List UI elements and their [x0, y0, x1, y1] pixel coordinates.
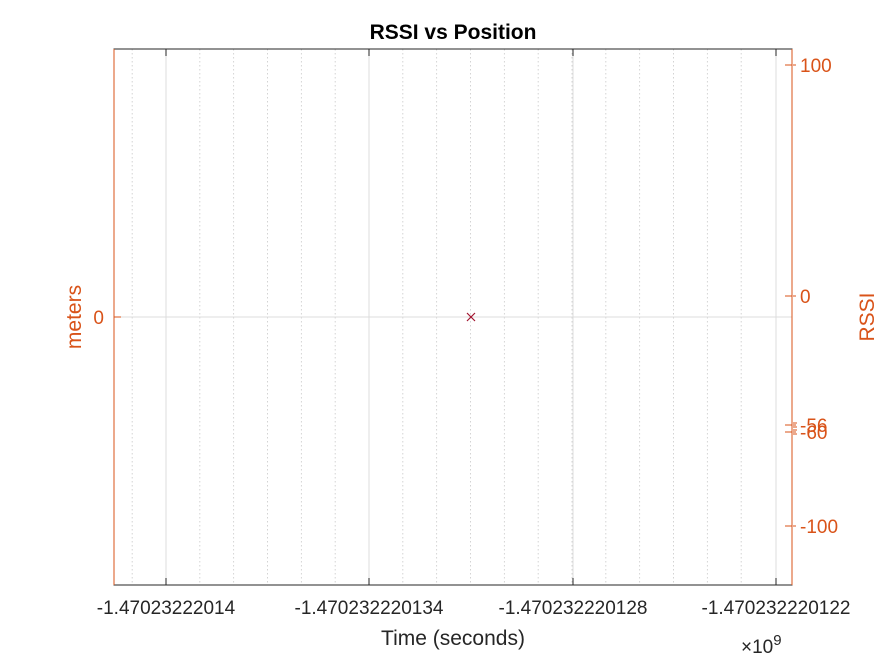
x-tick-label: -1.470232220122 — [702, 598, 851, 619]
right-y-tick-label: -60 — [800, 423, 827, 444]
x-tick-label: -1.470232220128 — [499, 598, 648, 619]
chart-title: RSSI vs Position — [370, 21, 537, 44]
x-axis-label: Time (seconds) — [381, 627, 525, 650]
x-axis-ticks: -1.47023222014 -1.470232220134 -1.47023222… — [97, 49, 851, 619]
data-point-marker — [466, 312, 476, 322]
right-y-tick-label: 100 — [800, 56, 832, 77]
data-points — [466, 312, 476, 322]
right-y-tick-label: -100 — [800, 517, 838, 538]
right-y-axis-label: RSSI — [856, 292, 875, 341]
x-tick-label: -1.470232220134 — [295, 598, 444, 619]
left-y-axis-label: meters — [63, 285, 86, 349]
x-exponent-label: ×109 — [741, 632, 782, 656]
y-axis-ticks: 0 100 0 -56-60 -100 — [93, 56, 838, 538]
grid-lines — [114, 49, 792, 585]
right-y-tick-label: -56 — [800, 416, 827, 437]
x-tick-label: -1.47023222014 — [97, 598, 236, 619]
right-y-tick-label: 0 — [800, 287, 811, 308]
left-y-tick-label: 0 — [93, 308, 104, 329]
